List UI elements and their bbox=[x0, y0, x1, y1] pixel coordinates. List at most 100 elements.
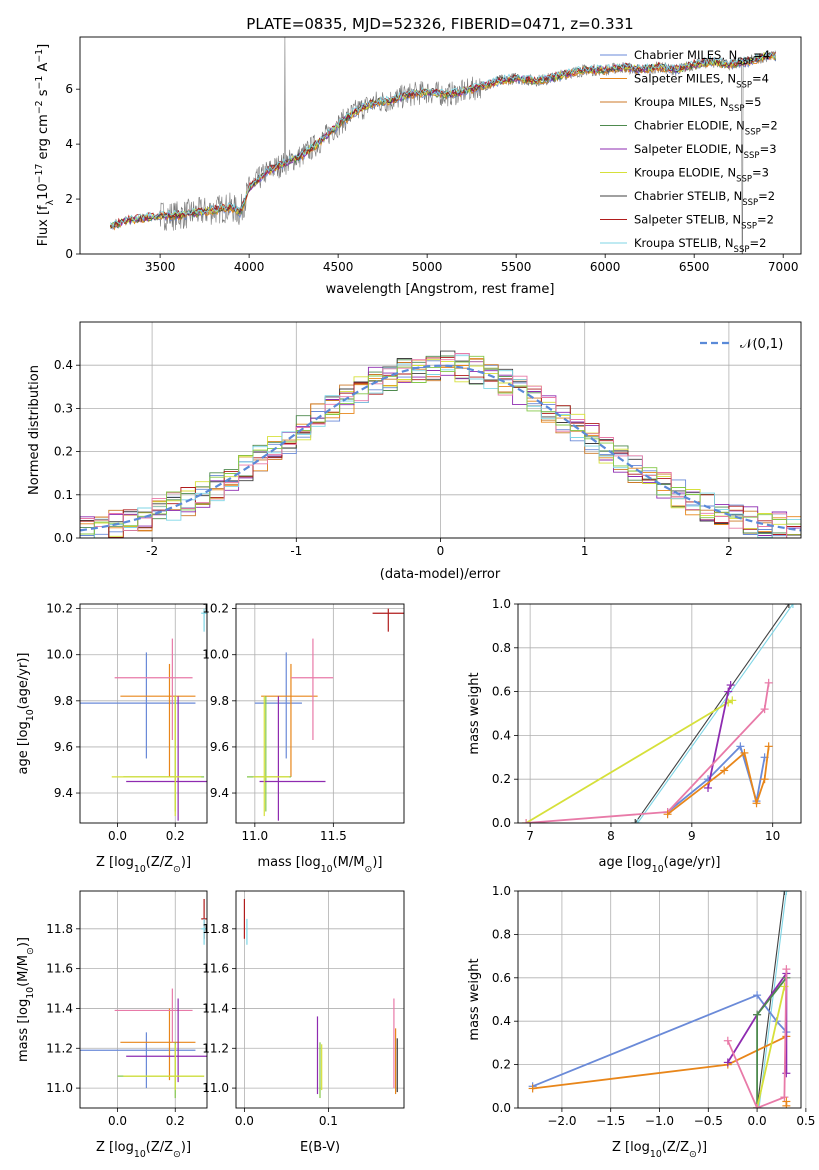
legend-sub: SSP bbox=[734, 245, 750, 255]
legend-label: Salpeter STELIB, NSSP=2 bbox=[634, 213, 774, 232]
y-tick-label: 0.8 bbox=[492, 641, 511, 655]
x-tick-label: 11.0 bbox=[241, 829, 268, 843]
x-axis-label-part: 10 bbox=[134, 1149, 146, 1160]
mass-weight-vs-metallicity: −2.0 −1.5 −1.0 −0.5 0.0 0.5 0.0 0.2 0.4 0.6 0.8 1.0… bbox=[467, 884, 815, 1160]
x-tick-label: 9 bbox=[688, 829, 696, 843]
y-axis-label-part: (M/M bbox=[16, 955, 31, 987]
histogram-step bbox=[80, 355, 801, 538]
legend-text: Kroupa MILES, N bbox=[634, 95, 729, 109]
y-tick-label: 0.6 bbox=[492, 685, 511, 699]
x-axis-label-part: 10 bbox=[652, 864, 664, 875]
x-axis-label: Z [log10(Z/Z⊙)] bbox=[96, 1140, 191, 1160]
plot-area bbox=[528, 891, 791, 1108]
axes-frame bbox=[79, 603, 208, 824]
y-axis-label-part: mass [log bbox=[16, 999, 31, 1062]
y-axis-label-part: erg cm bbox=[36, 114, 51, 163]
x-tick-label: 8 bbox=[607, 829, 615, 843]
x-tick-label: 7 bbox=[526, 829, 534, 843]
y-tick-label: 6 bbox=[65, 82, 73, 96]
x-tick-label: 6000 bbox=[590, 260, 621, 274]
x-tick-label: 5000 bbox=[412, 260, 443, 274]
legend-sub: SSP bbox=[736, 81, 752, 91]
model-spectrum bbox=[109, 51, 776, 229]
y-tick-label: 10.0 bbox=[202, 648, 229, 662]
x-axis-label-part: 10 bbox=[650, 1149, 662, 1160]
x-axis-label-part: (Z/Z bbox=[662, 1140, 689, 1155]
legend-tail: =3 bbox=[760, 142, 777, 156]
legend-label: Kroupa STELIB, NSSP=2 bbox=[634, 236, 766, 255]
y-tick-label: 2 bbox=[65, 192, 73, 206]
y-axis-label-part: (age/yr)] bbox=[16, 653, 31, 710]
y-tick-label: 9.6 bbox=[210, 740, 229, 754]
weight-line bbox=[726, 969, 788, 1108]
legend-tail: =5 bbox=[744, 95, 761, 109]
y-tick-label: 10.2 bbox=[46, 602, 73, 616]
legend-text: Salpeter ELODIE, N bbox=[634, 142, 744, 156]
x-tick-label: 5500 bbox=[501, 260, 532, 274]
weight-line bbox=[634, 604, 790, 823]
x-tick-label: 0.2 bbox=[166, 1114, 185, 1128]
axes-frame bbox=[79, 890, 208, 1109]
x-axis-label-part: (age/yr)] bbox=[664, 855, 721, 870]
legend-label: Kroupa ELODIE, NSSP=3 bbox=[634, 166, 769, 185]
x-axis-label-part: (Z/Z bbox=[146, 855, 173, 870]
legend-sub: SSP bbox=[729, 104, 745, 114]
x-tick-label: 4500 bbox=[323, 260, 354, 274]
x-tick-label: −2.0 bbox=[547, 1114, 576, 1128]
y-tick-label: 11.4 bbox=[202, 1001, 229, 1015]
legend-sub: SSP bbox=[741, 222, 757, 232]
x-axis-label-part: 10 bbox=[134, 864, 146, 875]
legend-tail: =2 bbox=[749, 236, 766, 250]
x-axis-label-part: )] bbox=[181, 1140, 191, 1155]
gaussian-curve bbox=[80, 364, 801, 532]
y-tick-label: 11.8 bbox=[46, 922, 73, 936]
x-axis-label: wavelength [Angstrom, rest frame] bbox=[326, 282, 555, 297]
y-tick-label: 4 bbox=[65, 137, 73, 151]
y-axis-label-part: ] bbox=[36, 44, 51, 49]
axes-frame bbox=[517, 603, 802, 824]
legend-label: Kroupa MILES, NSSP=5 bbox=[634, 95, 761, 114]
x-tick-label: 11.5 bbox=[320, 829, 347, 843]
axes-frame bbox=[235, 603, 405, 824]
x-axis-label-part: )] bbox=[697, 1140, 707, 1155]
y-tick-label: 11.4 bbox=[46, 1001, 73, 1015]
y-tick-label: 10.0 bbox=[46, 648, 73, 662]
y-tick-label: 0.2 bbox=[54, 445, 73, 459]
y-tick-label: 1.0 bbox=[492, 884, 511, 898]
y-axis-label-part: −2 bbox=[34, 100, 45, 114]
x-tick-label: -1 bbox=[290, 544, 302, 558]
x-axis-label-part: ⊙ bbox=[364, 864, 372, 875]
weight-line bbox=[756, 891, 785, 1108]
weight-line bbox=[525, 699, 733, 823]
legend-sub: SSP bbox=[736, 175, 752, 185]
x-axis-label-part: Z [log bbox=[612, 1140, 650, 1155]
axes-frame bbox=[79, 321, 802, 539]
y-axis-label-part: −1 bbox=[34, 49, 45, 63]
y-tick-label: 11.2 bbox=[202, 1041, 229, 1055]
y-tick-label: 10.2 bbox=[202, 602, 229, 616]
x-tick-label: 0 bbox=[437, 544, 445, 558]
plot-area bbox=[243, 898, 398, 1099]
x-axis-label-part: mass [log bbox=[258, 855, 321, 870]
weight-line bbox=[637, 604, 794, 823]
axes-frame bbox=[517, 890, 802, 1109]
y-axis-label: age [log10(age/yr)] bbox=[16, 653, 36, 775]
legend-tail: =4 bbox=[753, 48, 770, 62]
y-axis-label-part: −17 bbox=[34, 164, 45, 184]
x-tick-label: 7000 bbox=[768, 260, 799, 274]
y-axis-label-part: 10 bbox=[25, 709, 36, 721]
x-tick-label: -2 bbox=[146, 544, 158, 558]
y-axis-label: Flux [fλ10−17 erg cm−2 s−1 A−1] bbox=[34, 44, 56, 246]
x-axis-label-part: )] bbox=[372, 855, 382, 870]
x-tick-label: 1 bbox=[581, 544, 589, 558]
weight-line bbox=[707, 684, 732, 789]
x-axis-label-part: ⊙ bbox=[689, 1149, 697, 1160]
x-axis-label: E(B-V) bbox=[300, 1140, 340, 1155]
x-axis-label-part: Z [log bbox=[96, 1140, 134, 1155]
y-tick-label: 0.0 bbox=[492, 816, 511, 830]
y-tick-label: 0.8 bbox=[492, 927, 511, 941]
y-tick-label: 9.4 bbox=[210, 786, 229, 800]
model-spectrum bbox=[109, 51, 776, 229]
